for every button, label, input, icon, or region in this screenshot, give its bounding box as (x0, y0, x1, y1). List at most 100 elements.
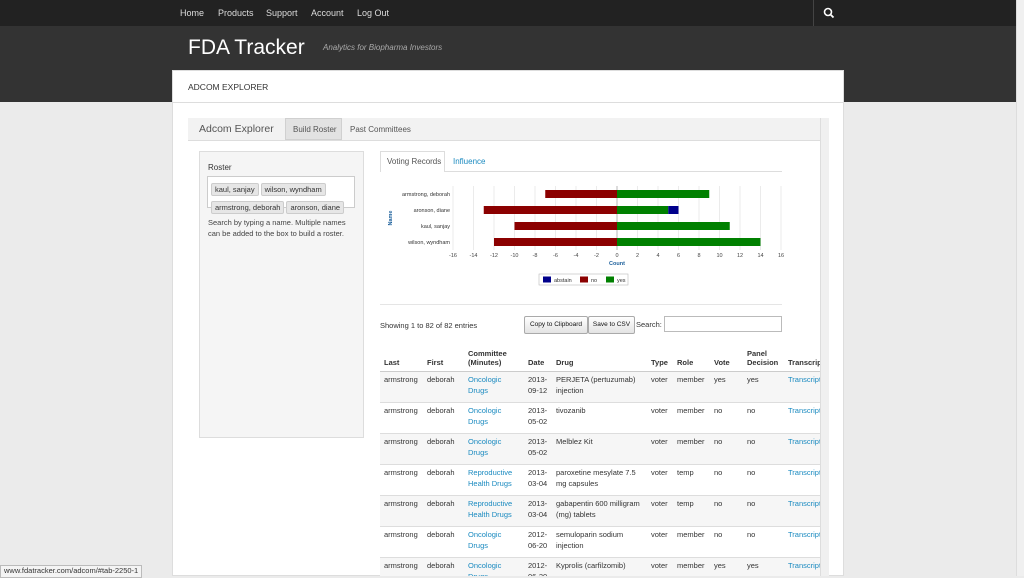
cell-link[interactable]: Transcript (784, 433, 820, 465)
y-tick-label: armstrong, deborah (402, 192, 450, 198)
table-row: armstrong deborah Oncologic Drugs 2012-06-2… (380, 526, 820, 558)
tab[interactable]: Past Committees (350, 125, 411, 134)
cell-link[interactable]: Oncologic Drugs (464, 433, 524, 465)
roster-tag[interactable]: kaul, sanjay (211, 183, 259, 196)
cell: Kyprolis (carfilzomib) (552, 557, 647, 576)
roster-tag[interactable]: aronson, diane (286, 201, 345, 214)
column-header[interactable]: Drug (552, 343, 647, 372)
cell: voter (647, 371, 673, 403)
page-scrollbar[interactable] (1016, 0, 1024, 576)
column-header[interactable]: Last (380, 343, 423, 372)
cell: gabapentin 600 milligram (mg) tablets (552, 495, 647, 527)
data-table: Last First Committee (Minutes) Date Drug Type… (380, 343, 820, 576)
cell: 2013-05-02 (524, 433, 552, 465)
cell-link[interactable]: Oncologic Drugs (464, 371, 524, 403)
cell-link[interactable]: Oncologic Drugs (464, 526, 524, 558)
bar (668, 206, 679, 214)
cell: 2013-03-04 (524, 495, 552, 527)
column-header[interactable]: Date (524, 343, 552, 372)
search-input[interactable] (664, 316, 782, 332)
cell: armstrong (380, 402, 423, 434)
cell: member (673, 371, 710, 403)
cell: 2012-06-20 (524, 557, 552, 576)
chart-tab[interactable]: Voting Records (387, 157, 442, 166)
cell: voter (647, 495, 673, 527)
chart-tab[interactable]: Influence (453, 157, 486, 166)
nav-link[interactable]: Support (266, 8, 298, 18)
bar (617, 222, 730, 230)
table-row: armstrong deborah Oncologic Drugs 2013-05-0… (380, 433, 820, 465)
section-title: ADCOM EXPLORER (188, 82, 269, 92)
bar (617, 190, 710, 198)
legend-label: abstain (554, 278, 572, 284)
cell: armstrong (380, 433, 423, 465)
x-tick-label: 10 (716, 253, 722, 259)
column-header[interactable]: Transcript (784, 343, 820, 372)
legend-swatch (543, 276, 551, 283)
column-header[interactable]: Vote (710, 343, 743, 372)
legend-label: no (591, 278, 597, 284)
csv-button[interactable]: Save to CSV (588, 316, 635, 334)
search-label: Search: (636, 320, 662, 329)
column-header[interactable]: Role (673, 343, 710, 372)
cell: armstrong (380, 495, 423, 527)
bar (514, 222, 617, 230)
search-icon[interactable] (823, 7, 835, 19)
cell: deborah (423, 557, 464, 576)
cell: PERJETA (pertuzumab) injection (552, 371, 647, 403)
chart: -16 -14 -12 -10 -8 -6 -4 -2 0 2 4 6 8 10 12 14 16 armstro… (388, 186, 784, 286)
roster-tag[interactable]: armstrong, deborah (211, 201, 285, 214)
cell-link[interactable]: Transcript (784, 526, 820, 558)
cell: Melblez Kit (552, 433, 647, 465)
nav-link[interactable]: Products (218, 8, 254, 18)
column-header[interactable]: Panel Decision (743, 343, 784, 372)
cell: 2013-05-02 (524, 402, 552, 434)
navbar: Home Products Support Account Log Out (0, 0, 1024, 26)
cell-link[interactable]: Transcript (784, 557, 820, 576)
cell-link[interactable]: Oncologic Drugs (464, 402, 524, 434)
x-tick-label: -10 (511, 253, 519, 259)
roster-tag[interactable]: wilson, wyndham (260, 183, 326, 196)
cell: yes (743, 371, 784, 403)
nav-link[interactable]: Home (180, 8, 205, 18)
cell: no (710, 464, 743, 496)
column-header[interactable]: Committee (Minutes) (464, 343, 524, 372)
cell-link[interactable]: Transcript (784, 402, 820, 434)
column-header[interactable]: First (423, 343, 464, 372)
cell-link[interactable]: Transcript (784, 464, 820, 496)
copy-button[interactable]: Copy to Clipboard (524, 316, 588, 334)
cell-link[interactable]: Transcript (784, 371, 820, 403)
tab[interactable]: Build Roster (293, 125, 337, 134)
cell-link[interactable]: Reproductive Health Drugs (464, 464, 524, 496)
cell: no (743, 526, 784, 558)
cell: member (673, 402, 710, 434)
cell: temp (673, 495, 710, 527)
x-tick-label: 6 (677, 253, 680, 259)
status-bar: www.fdatracker.com/adcom/#tab-2250-1 (0, 565, 143, 578)
table-wrap: Last First Committee (Minutes) Date Drug Type… (380, 343, 820, 576)
separator (172, 102, 844, 103)
cell: no (710, 433, 743, 465)
nav-link[interactable]: Log Out (357, 8, 390, 18)
cell: voter (647, 526, 673, 558)
cell: deborah (423, 371, 464, 403)
cell: deborah (423, 526, 464, 558)
cell: armstrong (380, 557, 423, 576)
cell-link[interactable]: Oncologic Drugs (464, 557, 524, 576)
table-body: armstrong deborah Oncologic Drugs 2013-09-1… (380, 371, 820, 576)
inner-scrollbar[interactable] (820, 118, 829, 576)
cell-link[interactable]: Reproductive Health Drugs (464, 495, 524, 527)
nav-divider (813, 0, 814, 26)
cell: paroxetine mesylate 7.5 mg capsules (552, 464, 647, 496)
y-tick-label: aronson, diane (414, 208, 450, 214)
cell: 2013-03-04 (524, 464, 552, 496)
cell: voter (647, 464, 673, 496)
roster-input[interactable]: kaul, sanjay wilson, wyndham armstrong, de… (207, 176, 355, 214)
x-tick-label: 16 (778, 253, 784, 259)
cell: 2013-09-12 (524, 371, 552, 403)
cell-link[interactable]: Transcript (784, 495, 820, 527)
cell: tivozanib (552, 402, 647, 434)
column-header[interactable]: Type (647, 343, 673, 372)
nav-link[interactable]: Account (311, 8, 344, 18)
table-row: armstrong deborah Oncologic Drugs 2012-06-2… (380, 557, 820, 576)
